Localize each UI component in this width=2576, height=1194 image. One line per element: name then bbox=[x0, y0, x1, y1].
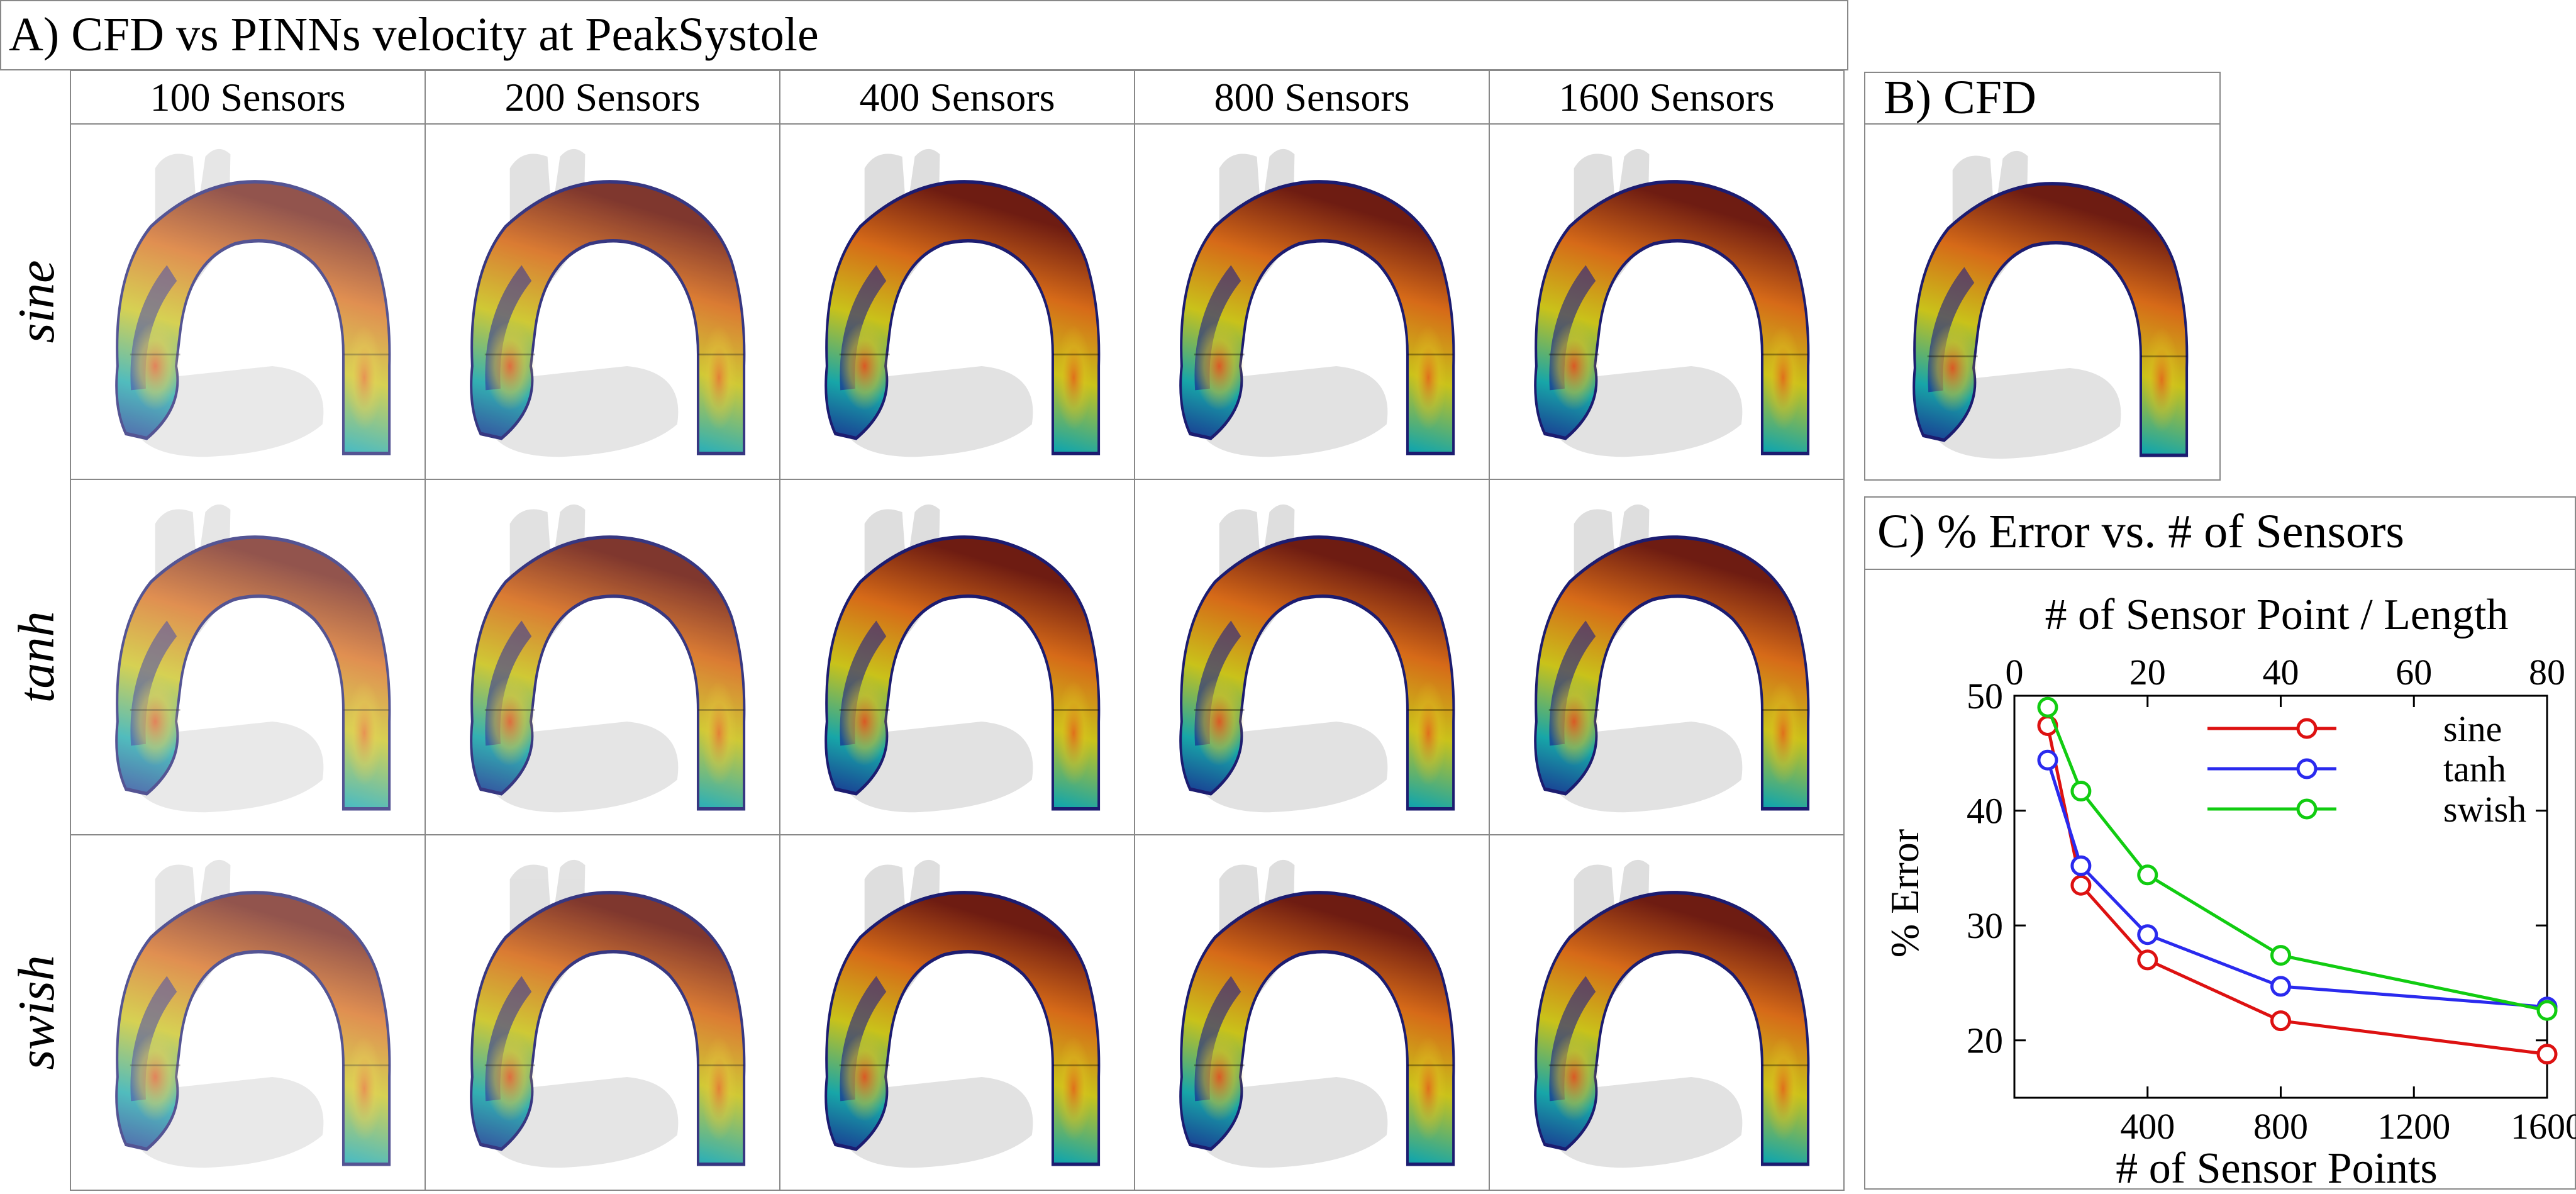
row-label: swish bbox=[8, 955, 65, 1069]
column-header: 800 Sensors bbox=[1214, 75, 1409, 120]
legend-label-tanh: tanh bbox=[2443, 749, 2506, 789]
x2-tick-label: 80 bbox=[2529, 652, 2565, 693]
data-point-swish bbox=[2137, 864, 2158, 886]
x2-tick-label: 60 bbox=[2396, 652, 2432, 693]
data-point-swish bbox=[2536, 1000, 2558, 1021]
data-point-swish bbox=[2270, 945, 2291, 966]
legend-label-swish: swish bbox=[2443, 789, 2526, 830]
data-point-sine bbox=[2270, 1010, 2291, 1032]
velocity-map-image bbox=[1180, 505, 1453, 812]
velocity-map-image bbox=[1535, 860, 1808, 1168]
panel-c-title: C) % Error vs. # of Sensors bbox=[1877, 505, 2404, 558]
velocity-map-image bbox=[116, 860, 389, 1168]
velocity-map-image bbox=[471, 505, 744, 812]
y-tick-label: 50 bbox=[1967, 676, 2003, 717]
velocity-map-image bbox=[826, 860, 1099, 1168]
x-tick-label: 800 bbox=[2253, 1106, 2308, 1147]
column-header: 200 Sensors bbox=[504, 75, 700, 120]
data-point-swish bbox=[2037, 696, 2058, 718]
chart-x2-label: # of Sensor Point / Length bbox=[2045, 591, 2509, 639]
row-label: tanh bbox=[8, 611, 65, 703]
data-point-swish bbox=[2070, 781, 2092, 802]
y-tick-label: 20 bbox=[1967, 1020, 2003, 1061]
velocity-map-image bbox=[116, 149, 389, 457]
velocity-map-image bbox=[826, 149, 1099, 457]
column-header: 100 Sensors bbox=[150, 75, 345, 120]
panel-c-chart-box bbox=[1864, 569, 2576, 1190]
x2-tick-label: 0 bbox=[2006, 652, 2024, 693]
velocity-map-image bbox=[1535, 505, 1808, 812]
data-point-sine bbox=[2070, 874, 2092, 896]
row-label: sine bbox=[8, 260, 65, 343]
data-point-tanh bbox=[2270, 976, 2291, 997]
data-point-tanh bbox=[2037, 749, 2058, 771]
data-point-tanh bbox=[2137, 924, 2158, 946]
x2-tick-label: 40 bbox=[2263, 652, 2299, 693]
legend-marker-tanh bbox=[2296, 758, 2318, 779]
x2-tick-label: 20 bbox=[2129, 652, 2166, 693]
velocity-map-image bbox=[1535, 149, 1808, 457]
velocity-map-image bbox=[1180, 860, 1453, 1168]
data-point-sine bbox=[2536, 1044, 2558, 1065]
velocity-map-image bbox=[826, 505, 1099, 812]
error-chart: # of Sensor Point / Length # of Sensor P… bbox=[1882, 591, 2576, 1193]
panel-a-title: A) CFD vs PINNs velocity at PeakSystole bbox=[9, 8, 819, 61]
panel-b-image-box bbox=[1864, 123, 2221, 481]
data-point-sine bbox=[2137, 949, 2158, 971]
x-tick-label: 1600 bbox=[2511, 1106, 2576, 1147]
panel-b-cfd-velocity-image bbox=[1914, 151, 2187, 459]
legend-label-sine: sine bbox=[2443, 708, 2502, 749]
chart-y-label: % Error bbox=[1882, 829, 1927, 957]
y-tick-label: 40 bbox=[1967, 791, 2003, 832]
velocity-map-image bbox=[1180, 149, 1453, 457]
legend-marker-sine bbox=[2296, 718, 2318, 739]
velocity-map-image bbox=[116, 505, 389, 812]
grid-row bbox=[70, 834, 1845, 1191]
data-point-tanh bbox=[2070, 855, 2092, 876]
chart-x-label: # of Sensor Points bbox=[2116, 1144, 2437, 1191]
y-tick-label: 30 bbox=[1967, 905, 2003, 946]
velocity-map-image bbox=[471, 860, 744, 1168]
x-tick-label: 400 bbox=[2120, 1106, 2175, 1147]
column-header: 400 Sensors bbox=[859, 75, 1055, 120]
x-tick-label: 1200 bbox=[2377, 1106, 2450, 1147]
column-header: 1600 Sensors bbox=[1558, 75, 1774, 120]
legend-marker-swish bbox=[2296, 798, 2318, 820]
panel-a-grid: 100 Sensors 200 Sensors 400 Sensors 800 Sen… bbox=[8, 70, 1845, 1191]
panel-b-title: B) CFD bbox=[1884, 71, 2036, 124]
velocity-map-image bbox=[471, 149, 744, 457]
